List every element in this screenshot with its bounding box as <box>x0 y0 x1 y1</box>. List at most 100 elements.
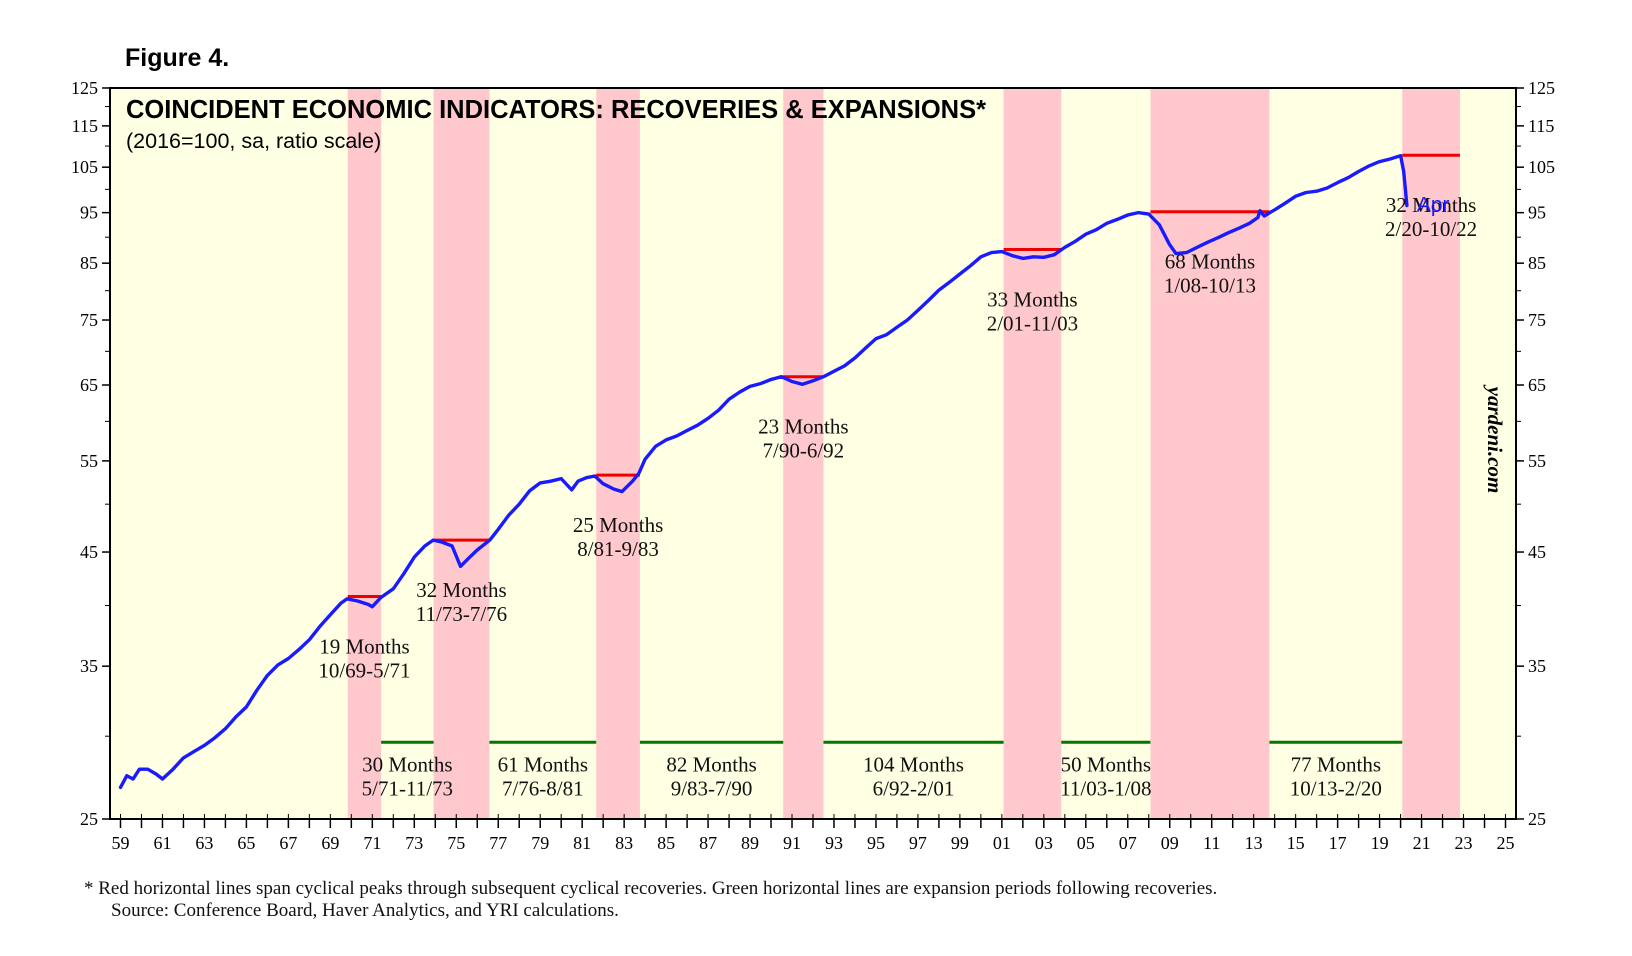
x-tick-label: 07 <box>1119 833 1137 853</box>
band-duration-label: 33 Months <box>987 287 1077 311</box>
x-tick-label: 75 <box>447 833 465 853</box>
x-tick-label: 01 <box>993 833 1011 853</box>
x-tick-label: 77 <box>489 833 507 853</box>
x-tick-label: 87 <box>699 833 717 853</box>
x-tick-label: 79 <box>531 833 549 853</box>
band-duration-label: 32 Months <box>416 578 506 602</box>
x-tick-label: 67 <box>279 833 297 853</box>
x-tick-label: 59 <box>111 833 129 853</box>
x-tick-label: 95 <box>867 833 885 853</box>
expansion-duration-label: 77 Months <box>1291 752 1381 776</box>
x-tick-label: 73 <box>405 833 423 853</box>
x-tick-label: 89 <box>741 833 759 853</box>
x-tick-label: 85 <box>657 833 675 853</box>
x-tick-label: 19 <box>1371 833 1389 853</box>
x-tick-label: 69 <box>321 833 339 853</box>
band-dates-label: 11/73-7/76 <box>416 602 507 626</box>
x-tick-label: 83 <box>615 833 633 853</box>
y-tick-label-left: 55 <box>80 451 98 471</box>
x-tick-label: 17 <box>1329 833 1347 853</box>
series-line <box>118 154 1409 790</box>
y-tick-label-right: 45 <box>1528 542 1546 562</box>
y-tick-label-left: 75 <box>80 310 98 330</box>
x-axis: 59 61 63 65 67 69 71 73 75 77 79 81 83 85 87 89 91 93 95 97… <box>111 814 1515 853</box>
expansion-duration-label: 104 Months <box>863 752 964 776</box>
expansion-duration-label: 82 Months <box>666 752 756 776</box>
expansion-dates-label: 9/83-7/90 <box>671 776 753 800</box>
x-tick-label: 11 <box>1203 833 1220 853</box>
y-tick-label-left: 95 <box>80 203 98 223</box>
x-tick-label: 99 <box>951 833 969 853</box>
y-tick-label-right: 125 <box>1528 78 1555 98</box>
y-tick-label-right: 35 <box>1528 656 1546 676</box>
y-tick-label-left: 35 <box>80 656 98 676</box>
x-tick-label: 63 <box>195 833 213 853</box>
recovery-band <box>596 88 640 819</box>
y-tick-label-left: 25 <box>80 809 98 829</box>
y-axis-left: 25 35 45 55 65 75 85 95 105 115 125 <box>71 78 110 829</box>
series-end-label: Apr <box>1417 194 1450 217</box>
chart-title: COINCIDENT ECONOMIC INDICATORS: RECOVERI… <box>126 96 986 124</box>
recovery-band <box>347 88 382 819</box>
y-tick-label-left: 115 <box>72 116 98 136</box>
band-dates-label: 2/20-10/22 <box>1385 217 1477 241</box>
recovery-band <box>1150 88 1270 819</box>
x-tick-label: 23 <box>1455 833 1473 853</box>
watermark: yardeni.com <box>1483 384 1507 494</box>
x-tick-label: 81 <box>573 833 591 853</box>
recovery-band <box>783 88 824 819</box>
y-tick-label-left: 45 <box>80 542 98 562</box>
y-tick-label-left: 125 <box>71 78 98 98</box>
x-tick-label: 15 <box>1287 833 1305 853</box>
figure-label: Figure 4. <box>125 44 230 72</box>
band-duration-label: 19 Months <box>319 635 409 659</box>
chart-subtitle: (2016=100, sa, ratio scale) <box>126 129 381 153</box>
y-tick-label-right: 55 <box>1528 451 1546 471</box>
band-dates-label: 1/08-10/13 <box>1164 274 1256 298</box>
band-duration-label: 23 Months <box>758 415 848 439</box>
y-tick-label-left: 105 <box>71 157 98 177</box>
y-tick-label-right: 65 <box>1528 375 1546 395</box>
band-duration-label: 68 Months <box>1165 250 1255 274</box>
y-tick-label-right: 95 <box>1528 203 1546 223</box>
x-tick-label: 71 <box>363 833 381 853</box>
y-axis-right: 25 35 45 55 65 75 85 95 105 115 125 <box>1516 78 1555 829</box>
band-dates-label: 8/81-9/83 <box>577 537 659 561</box>
x-tick-label: 93 <box>825 833 843 853</box>
expansion-duration-label: 61 Months <box>498 752 588 776</box>
expansion-dates-label: 10/13-2/20 <box>1290 776 1382 800</box>
recovery-bands <box>347 88 1460 819</box>
y-tick-label-right: 85 <box>1528 253 1546 273</box>
recovery-band <box>1402 88 1460 819</box>
x-tick-label: 91 <box>783 833 801 853</box>
x-tick-label: 09 <box>1161 833 1179 853</box>
y-tick-label-right: 75 <box>1528 310 1546 330</box>
x-tick-label: 03 <box>1035 833 1053 853</box>
x-tick-label: 61 <box>153 833 171 853</box>
x-tick-label: 21 <box>1413 833 1431 853</box>
x-tick-label: 13 <box>1245 833 1263 853</box>
expansion-dates-label: 11/03-1/08 <box>1060 776 1151 800</box>
recovery-band <box>433 88 490 819</box>
x-tick-label: 97 <box>909 833 927 853</box>
band-dates-label: 10/69-5/71 <box>318 659 410 683</box>
band-duration-label: 32 Months <box>1386 193 1476 217</box>
recovery-band <box>1003 88 1062 819</box>
x-tick-label: 25 <box>1497 833 1515 853</box>
y-tick-label-right: 115 <box>1528 116 1554 136</box>
y-tick-label-right: 105 <box>1528 157 1555 177</box>
x-tick-label: 05 <box>1077 833 1095 853</box>
footnote-line-2: Source: Conference Board, Haver Analytic… <box>111 900 619 921</box>
expansion-duration-label: 30 Months <box>362 752 452 776</box>
band-duration-label: 25 Months <box>573 513 663 537</box>
expansion-dates-label: 7/76-8/81 <box>502 776 584 800</box>
y-tick-label-right: 25 <box>1528 809 1546 829</box>
peak-lines <box>347 153 1460 599</box>
band-dates-label: 7/90-6/92 <box>763 439 845 463</box>
y-tick-label-left: 65 <box>80 375 98 395</box>
expansion-dates-label: 6/92-2/01 <box>873 776 955 800</box>
expansion-dates-label: 5/71-11/73 <box>362 776 453 800</box>
y-tick-label-left: 85 <box>80 253 98 273</box>
